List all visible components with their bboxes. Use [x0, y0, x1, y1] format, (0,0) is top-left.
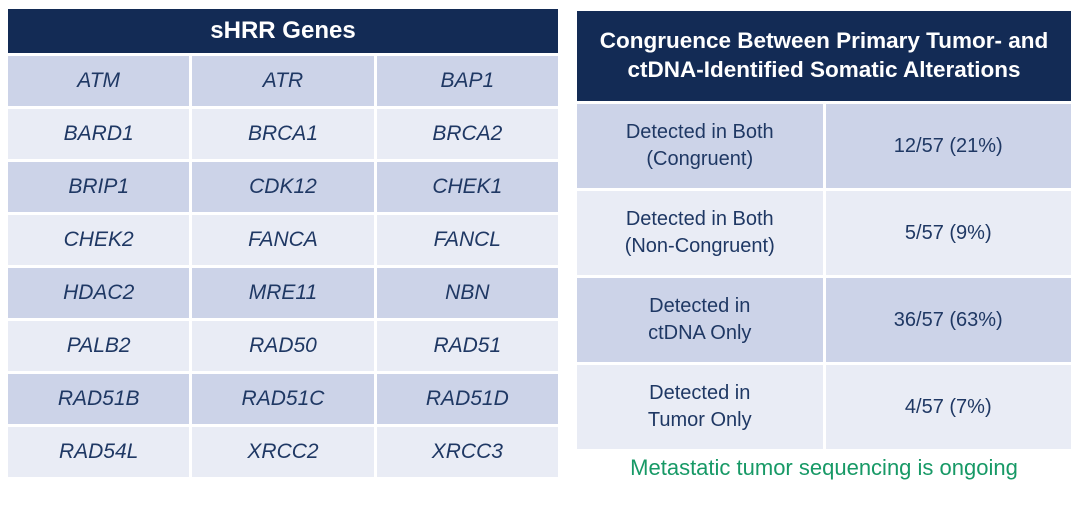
gene-cell: PALB2 [8, 321, 190, 371]
table-row: Detected in ctDNA Only 36/57 (63%) [577, 278, 1071, 362]
shrr-genes-table: sHRR Genes ATM ATR BAP1 BARD1 BRCA1 BRCA… [5, 6, 561, 480]
gene-cell: XRCC3 [376, 427, 558, 477]
congruence-title-line2: ctDNA-Identified Somatic Alterations [627, 57, 1021, 82]
gene-cell: BARD1 [8, 109, 190, 159]
gene-cell: CHEK1 [376, 162, 558, 212]
label-line: Tumor Only [647, 409, 752, 431]
table-row: RAD51B RAD51C RAD51D [8, 374, 558, 424]
congruence-section: Congruence Between Primary Tumor- and ct… [574, 6, 1074, 481]
gene-cell: RAD54L [8, 427, 190, 477]
table-row: BRIP1 CDK12 CHEK1 [8, 162, 558, 212]
table-row: RAD54L XRCC2 XRCC3 [8, 427, 558, 477]
table-row: ATM ATR BAP1 [8, 56, 558, 106]
gene-cell: CDK12 [192, 162, 374, 212]
gene-cell: ATR [192, 56, 374, 106]
table-row: Detected in Both (Non-Congruent) 5/57 (9… [577, 191, 1071, 275]
gene-cell: BRIP1 [8, 162, 190, 212]
gene-cell: CHEK2 [8, 215, 190, 265]
congruence-row-label: Detected in Both (Non-Congruent) [577, 191, 823, 275]
gene-cell: BRCA1 [192, 109, 374, 159]
gene-cell: RAD51B [8, 374, 190, 424]
shrr-genes-header-row: sHRR Genes [8, 9, 558, 53]
congruence-row-value: 5/57 (9%) [825, 191, 1071, 275]
gene-cell: NBN [376, 268, 558, 318]
congruence-row-value: 36/57 (63%) [825, 278, 1071, 362]
gene-cell: XRCC2 [192, 427, 374, 477]
shrr-genes-title: sHRR Genes [8, 9, 558, 53]
congruence-title: Congruence Between Primary Tumor- and ct… [577, 11, 1071, 101]
label-line: ctDNA Only [648, 322, 752, 344]
congruence-row-value: 12/57 (21%) [825, 104, 1071, 188]
gene-cell: HDAC2 [8, 268, 190, 318]
gene-cell: RAD51 [376, 321, 558, 371]
label-line: Detected in [649, 295, 751, 317]
label-line: Detected in Both [625, 121, 774, 143]
congruence-table: Congruence Between Primary Tumor- and ct… [574, 8, 1074, 452]
gene-cell: FANCL [376, 215, 558, 265]
gene-cell: BRCA2 [376, 109, 558, 159]
congruence-row-label: Detected in Both (Congruent) [577, 104, 823, 188]
label-line: (Non-Congruent) [624, 235, 775, 257]
table-row: Detected in Tumor Only 4/57 (7%) [577, 365, 1071, 449]
label-line: Detected in [649, 382, 751, 404]
gene-cell: FANCA [192, 215, 374, 265]
sequencing-status-note: Metastatic tumor sequencing is ongoing [630, 455, 1018, 480]
table-row: HDAC2 MRE11 NBN [8, 268, 558, 318]
gene-cell: BAP1 [376, 56, 558, 106]
gene-cell: ATM [8, 56, 190, 106]
table-row: CHEK2 FANCA FANCL [8, 215, 558, 265]
congruence-row-value: 4/57 (7%) [825, 365, 1071, 449]
table-row: Detected in Both (Congruent) 12/57 (21%) [577, 104, 1071, 188]
congruence-row-label: Detected in Tumor Only [577, 365, 823, 449]
table-row: PALB2 RAD50 RAD51 [8, 321, 558, 371]
table-row: BARD1 BRCA1 BRCA2 [8, 109, 558, 159]
gene-cell: RAD50 [192, 321, 374, 371]
label-line: Detected in Both [625, 208, 774, 230]
congruence-row-label: Detected in ctDNA Only [577, 278, 823, 362]
congruence-title-line1: Congruence Between Primary Tumor- and [599, 28, 1049, 54]
congruence-header-row: Congruence Between Primary Tumor- and ct… [577, 11, 1071, 101]
label-line: (Congruent) [646, 148, 754, 170]
gene-cell: RAD51D [376, 374, 558, 424]
gene-cell: RAD51C [192, 374, 374, 424]
gene-cell: MRE11 [192, 268, 374, 318]
two-table-layout: sHRR Genes ATM ATR BAP1 BARD1 BRCA1 BRCA… [5, 6, 1074, 481]
